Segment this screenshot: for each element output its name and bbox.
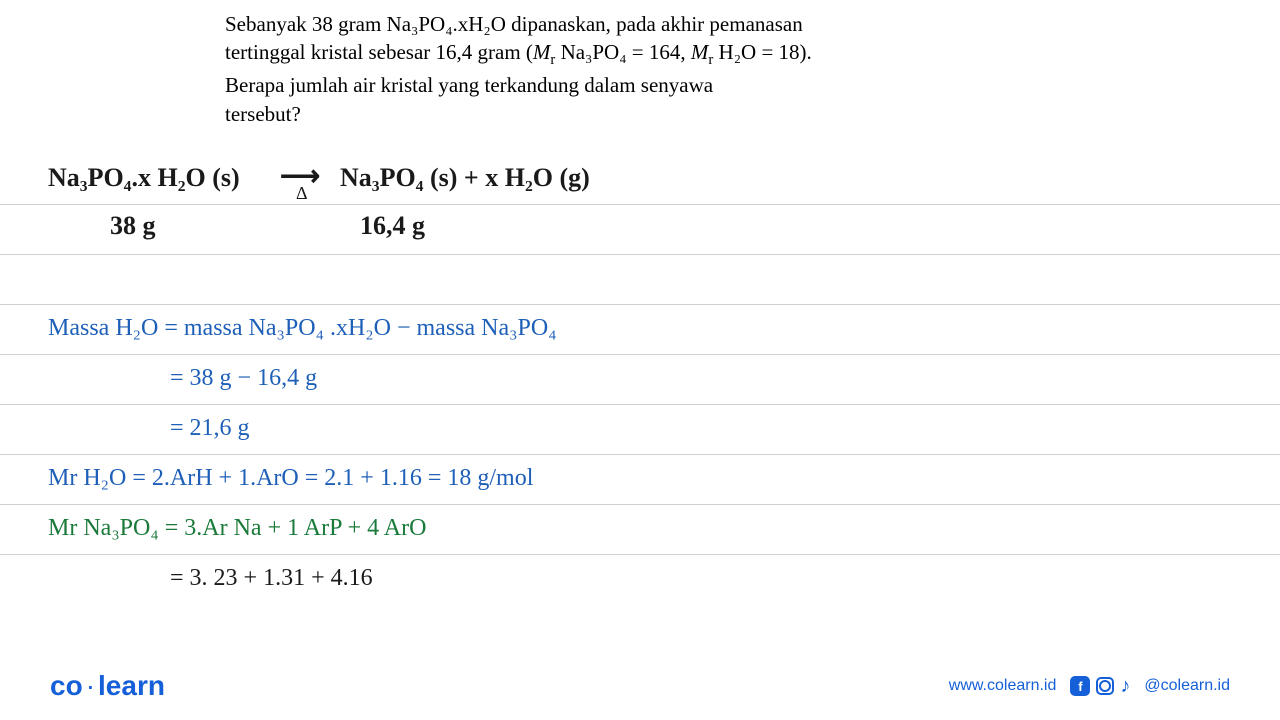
equation-left: Na₃PO₄.x H₂O (s) — [48, 163, 240, 193]
massa-h2o-formula: Massa H₂O = massa Na₃PO₄ .xH₂O − massa N… — [48, 315, 557, 342]
mr-h2o: Mr H₂O = 2.ArH + 1.ArO = 2.1 + 1.16 = 18… — [48, 465, 533, 492]
notebook-area: Na₃PO₄.x H₂O (s) ⟶ Δ Na₃PO₄ (s) + x H₂O … — [0, 155, 1280, 605]
logo-part2: learn — [98, 670, 165, 701]
mass-2: 16,4 g — [360, 211, 425, 241]
social-icons: f ♪ — [1070, 675, 1130, 698]
question-line4: tersebut? — [225, 102, 301, 126]
mr-na3po4-formula: Mr Na₃PO₄ = 3.Ar Na + 1 ArP + 4 ArO — [48, 515, 426, 542]
notebook-line: 38 g 16,4 g — [0, 205, 1280, 255]
notebook-line: = 38 g − 16,4 g — [0, 355, 1280, 405]
logo-dot-icon: · — [86, 670, 95, 701]
massa-h2o-result: = 21,6 g — [170, 415, 250, 442]
instagram-icon — [1096, 677, 1114, 695]
q-mr2: M — [691, 40, 709, 64]
mass-1: 38 g — [110, 211, 156, 241]
logo-part1: co — [50, 670, 83, 701]
mr-na3po4-calc: = 3. 23 + 1.31 + 4.16 — [170, 565, 373, 592]
q-mr1: M — [533, 40, 551, 64]
tiktok-icon: ♪ — [1120, 675, 1130, 698]
question-line2d: Na₃PO₄ = 164, — [555, 40, 691, 64]
question-line2g: H₂O = 18). — [713, 40, 812, 64]
massa-h2o-calc1: = 38 g − 16,4 g — [170, 365, 317, 392]
notebook-line: Massa H₂O = massa Na₃PO₄ .xH₂O − massa N… — [0, 305, 1280, 355]
question-line3: Berapa jumlah air kristal yang terkandun… — [225, 73, 713, 97]
notebook-line: Mr H₂O = 2.ArH + 1.ArO = 2.1 + 1.16 = 18… — [0, 455, 1280, 505]
footer-handle: @colearn.id — [1144, 677, 1230, 695]
question-line1: Sebanyak 38 gram Na₃PO₄.xH₂O dipanaskan,… — [225, 12, 803, 36]
logo: co·learn — [50, 670, 165, 702]
equation-right: Na₃PO₄ (s) + x H₂O (g) — [340, 163, 590, 193]
question-text: Sebanyak 38 gram Na₃PO₄.xH₂O dipanaskan,… — [225, 10, 995, 128]
footer-url: www.colearn.id — [949, 677, 1057, 695]
notebook-line: = 3. 23 + 1.31 + 4.16 — [0, 555, 1280, 605]
notebook-line: = 21,6 g — [0, 405, 1280, 455]
facebook-icon: f — [1070, 676, 1090, 696]
footer: co·learn www.colearn.id f ♪ @colearn.id — [0, 670, 1280, 702]
notebook-line: Na₃PO₄.x H₂O (s) ⟶ Δ Na₃PO₄ (s) + x H₂O … — [0, 155, 1280, 205]
delta-icon: Δ — [296, 183, 308, 204]
notebook-line — [0, 255, 1280, 305]
footer-right: www.colearn.id f ♪ @colearn.id — [949, 675, 1230, 698]
notebook-line: Mr Na₃PO₄ = 3.Ar Na + 1 ArP + 4 ArO — [0, 505, 1280, 555]
question-line2a: tertinggal kristal sebesar 16,4 gram ( — [225, 40, 533, 64]
